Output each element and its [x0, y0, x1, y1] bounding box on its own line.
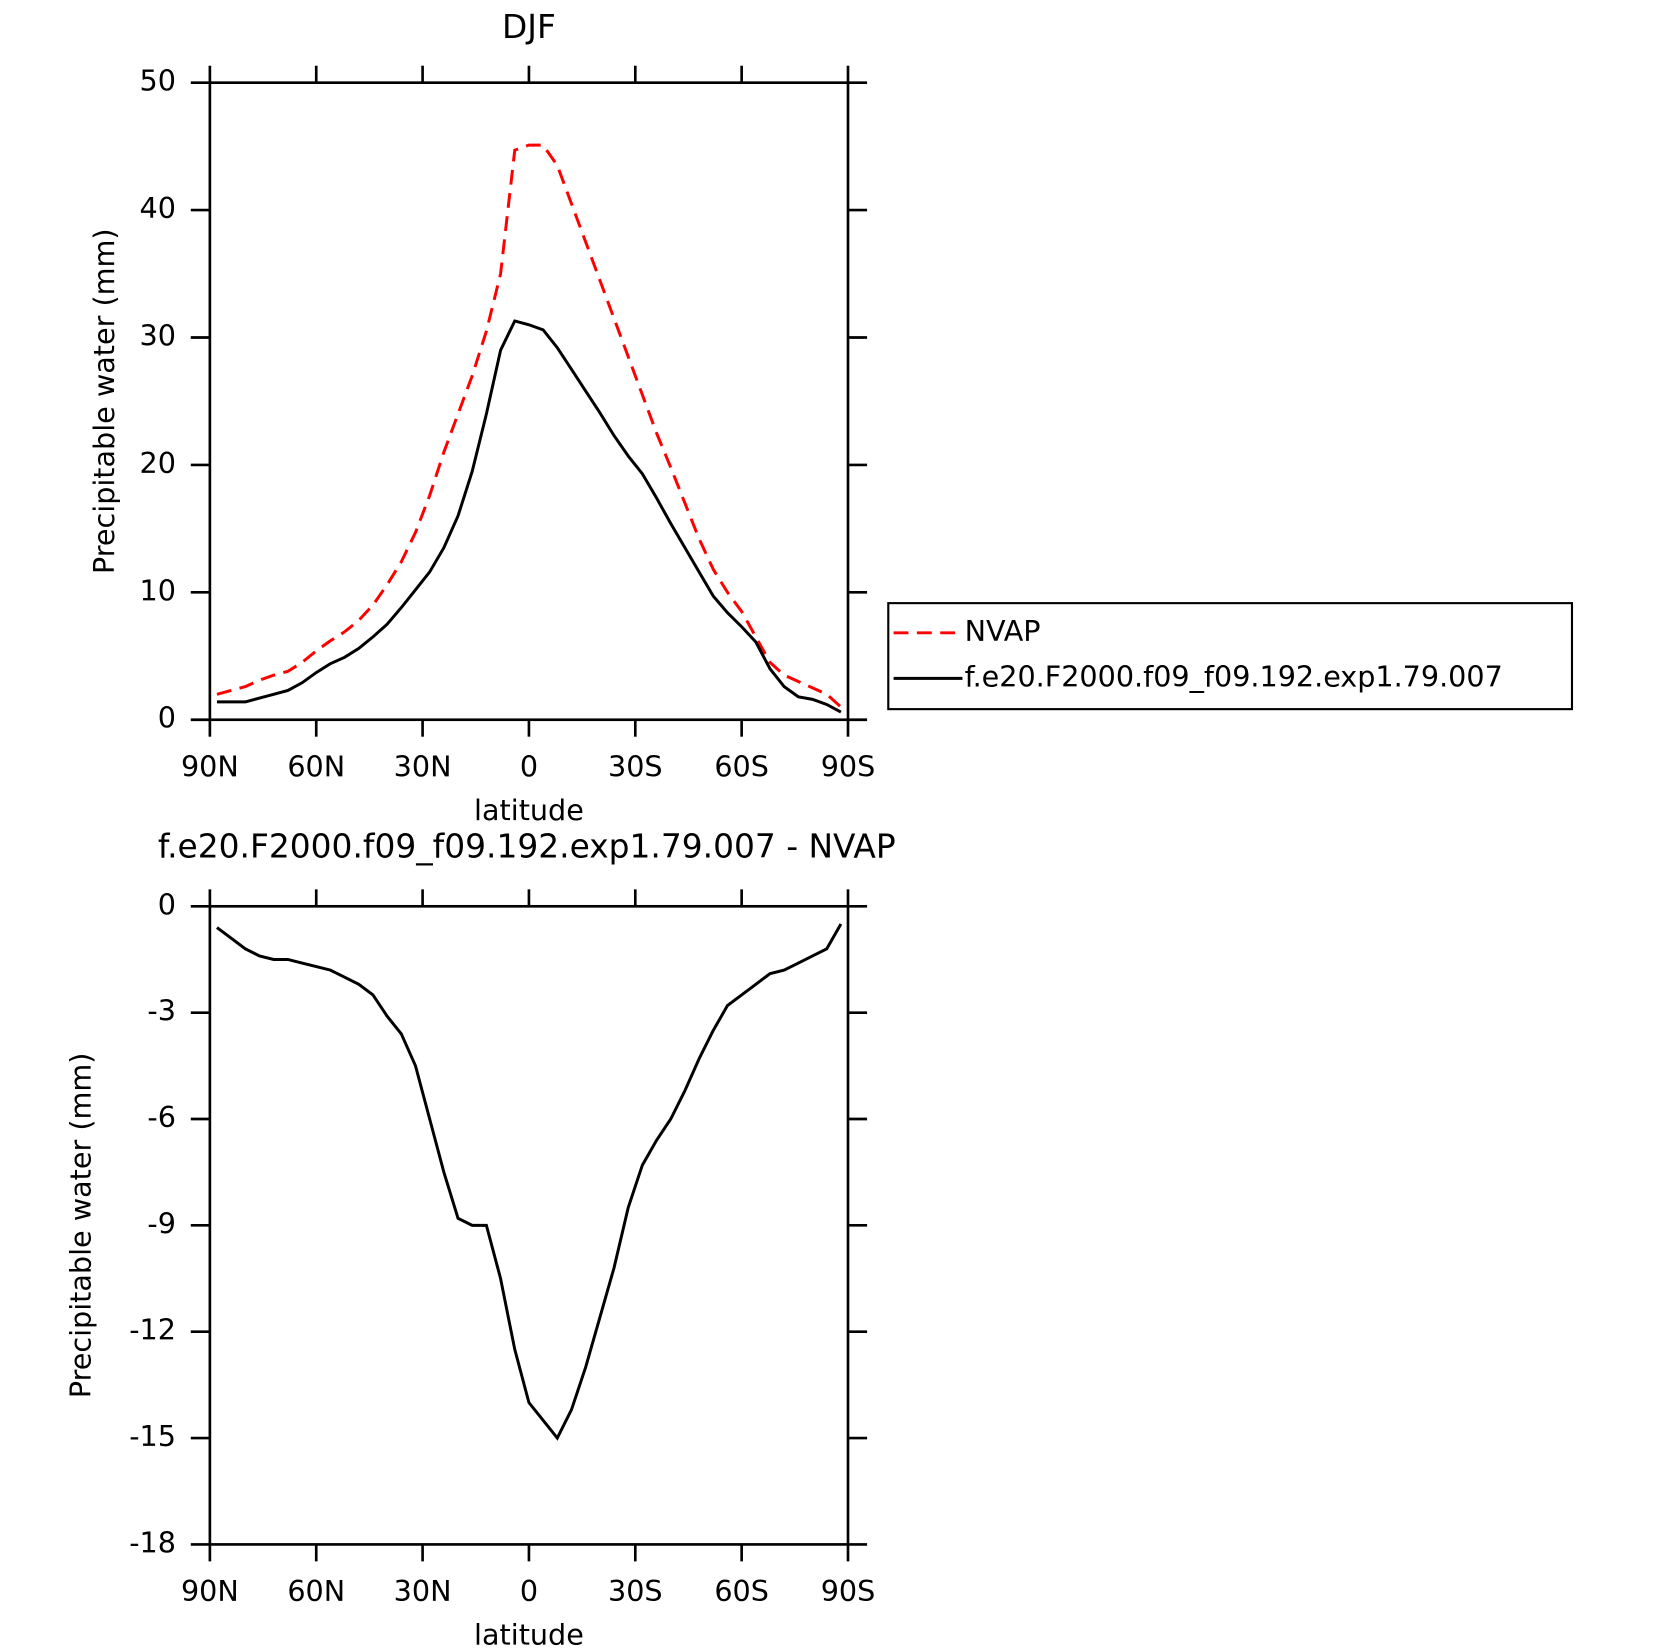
x-tick-label: 90N [181, 749, 239, 783]
y-tick-label: 0 [158, 887, 176, 921]
legend-label: NVAP [965, 614, 1041, 648]
data-line [216, 319, 842, 714]
x-tick-label: 60S [714, 749, 769, 783]
y-axis-label: Precipitable water (mm) [64, 1053, 98, 1398]
y-tick-label: -6 [147, 1100, 176, 1134]
x-tick-label: 30S [608, 1574, 663, 1608]
chart-title: f.e20.F2000.f09_f09.192.exp1.79.007 - NV… [158, 827, 896, 865]
x-tick-label: 90S [821, 749, 876, 783]
y-tick-label: 30 [140, 319, 176, 353]
y-tick-label: -18 [129, 1525, 176, 1559]
legend-box [887, 602, 1574, 711]
y-axis-label: Precipitable water (mm) [87, 228, 121, 574]
plot-frame [208, 904, 850, 1546]
x-tick-label: 0 [520, 1574, 538, 1608]
x-tick-label: 30S [608, 749, 663, 783]
x-tick-label: 60S [714, 1574, 769, 1608]
x-axis-label: latitude [474, 1618, 584, 1652]
y-tick-label: -15 [129, 1419, 176, 1453]
y-tick-label: 0 [158, 701, 176, 735]
data-line [216, 923, 843, 1441]
x-tick-label: 60N [287, 749, 345, 783]
y-tick-label: 50 [140, 64, 176, 98]
chart-title: DJF [502, 8, 556, 46]
y-tick-label: -3 [147, 994, 176, 1028]
x-tick-label: 30N [394, 1574, 452, 1608]
x-tick-label: 90N [181, 1574, 239, 1608]
data-line [216, 143, 842, 709]
plot-frame [208, 81, 850, 722]
x-tick-label: 90S [821, 1574, 876, 1608]
x-tick-label: 60N [287, 1574, 345, 1608]
legend-label: f.e20.F2000.f09_f09.192.exp1.79.007 [965, 659, 1503, 693]
x-axis-label: latitude [474, 793, 584, 827]
y-tick-label: 20 [140, 446, 176, 480]
y-tick-label: 10 [140, 573, 176, 607]
x-tick-label: 30N [394, 749, 452, 783]
x-tick-label: 0 [520, 749, 538, 783]
y-tick-label: -12 [129, 1313, 176, 1347]
y-tick-label: -9 [147, 1206, 176, 1240]
y-tick-label: 40 [140, 191, 176, 225]
